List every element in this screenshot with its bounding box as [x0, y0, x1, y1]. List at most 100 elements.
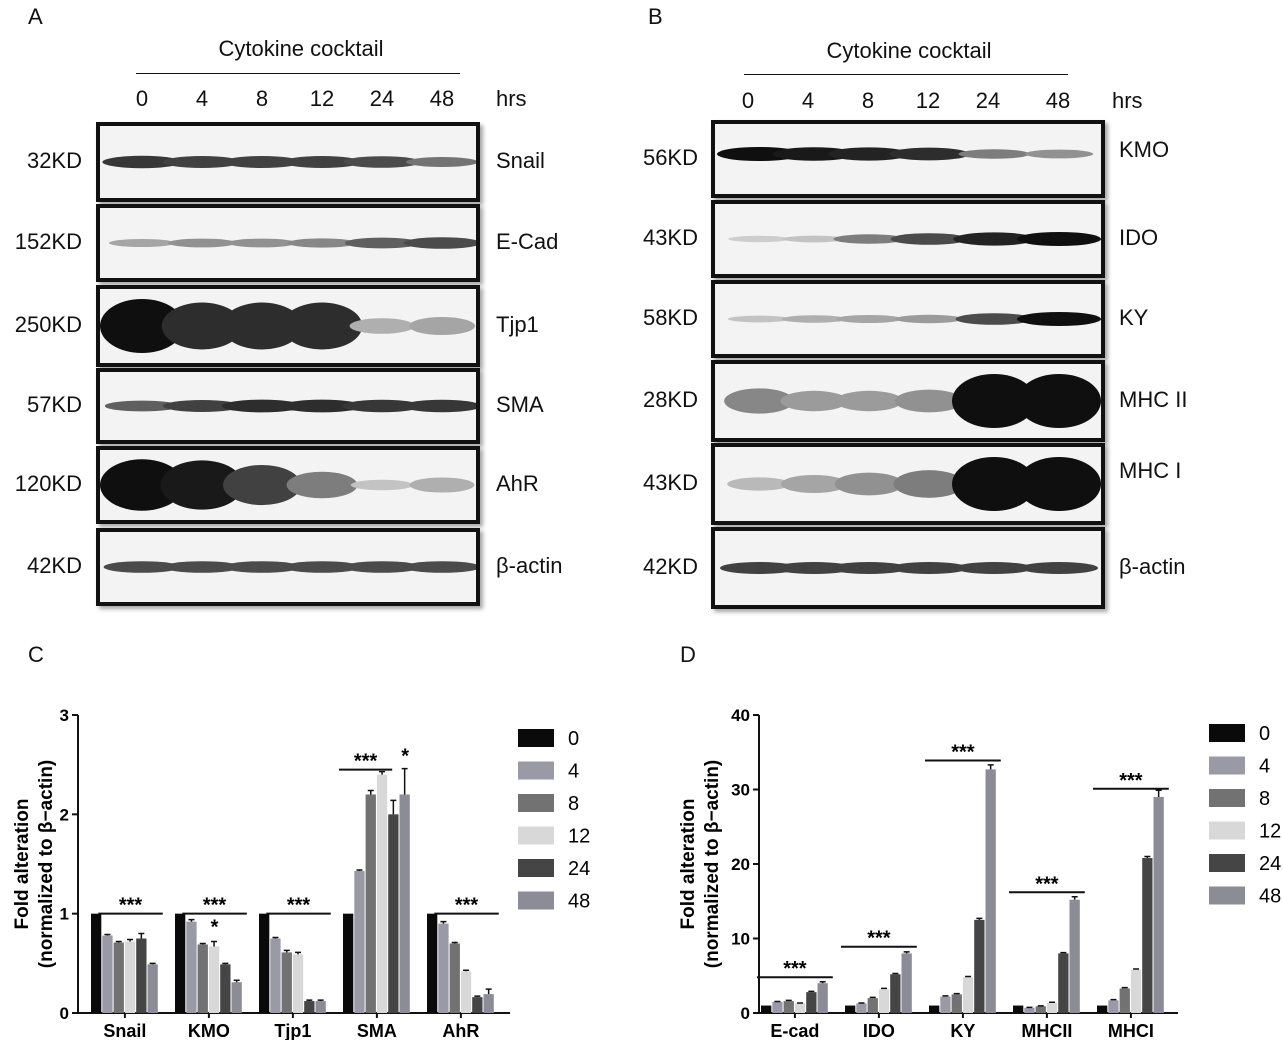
legend-label: 48: [568, 891, 590, 913]
error-bar: [965, 976, 971, 977]
error-bar: [188, 920, 194, 922]
bar-Snail-48: [148, 964, 158, 1013]
error-bar: [150, 963, 156, 964]
blot-b-band-3-5: [1017, 374, 1101, 428]
legend-label: 8: [568, 793, 579, 815]
bar-AhR-48: [484, 994, 494, 1013]
y-tick-label: 10: [731, 930, 750, 949]
bar-KY-12: [963, 977, 973, 1013]
blot-a-row-5: [96, 528, 480, 606]
blot-b-band-0-5: [1025, 150, 1093, 159]
error-bar: [127, 939, 133, 941]
legend-label: 24: [568, 858, 590, 880]
blot-b-protein-label: β-actin: [1119, 554, 1185, 580]
blot-a-kd-label: 152KD: [0, 229, 82, 255]
blot-b-timepoint-0: 0: [723, 88, 773, 114]
bar-KY-24: [974, 920, 984, 1013]
legend-label: 12: [568, 826, 590, 848]
blot-b-kd-label: 43KD: [598, 470, 698, 496]
blot-b-band-4-2: [835, 473, 903, 496]
bar-KMO-48: [232, 982, 242, 1013]
bar-MHCII-24: [1058, 953, 1068, 1013]
error-bar: [904, 952, 910, 953]
y-axis-label-line1: Fold alteration: [12, 799, 33, 930]
blot-b-band-2-3: [895, 315, 962, 323]
error-bar: [402, 769, 408, 795]
bar-SMA-0: [343, 914, 353, 1013]
significance-mark: ***: [119, 895, 143, 917]
y-axis-label-line2: (normalized to β−actin): [702, 760, 723, 968]
significance-mark: ***: [867, 928, 891, 950]
y-tick-label: 0: [741, 1004, 750, 1023]
bar-KMO-24: [220, 964, 230, 1013]
blot-a-band-4-5: [410, 477, 475, 492]
blot-a-row-0: [96, 122, 480, 202]
bar-KMO-8: [198, 944, 208, 1013]
bar-IDO-0: [845, 1006, 855, 1013]
bar-KY-8: [952, 994, 962, 1013]
blot-b-header-line: [744, 74, 1068, 75]
blot-a-protein-label: β-actin: [496, 553, 562, 579]
blot-a-band-2-4: [350, 318, 415, 334]
bar-MHCII-48: [1070, 900, 1080, 1013]
bar-KMO-0: [175, 914, 185, 1013]
bar-Snail-4: [102, 936, 112, 1013]
blot-a-band-2-5: [409, 317, 475, 335]
blot-b-protein-label: MHC II: [1119, 387, 1187, 413]
bar-MHCII-4: [1024, 1008, 1034, 1013]
legend-label: 0: [568, 728, 579, 750]
significance-mark: ***: [783, 958, 807, 980]
y-axis-label-line2: (normalized to β−actin): [36, 760, 57, 968]
blot-a-row-4: [96, 446, 480, 524]
bar-Snail-12: [125, 941, 135, 1013]
blot-b-kd-label: 58KD: [598, 305, 698, 331]
bar-MHCI-0: [1097, 1006, 1107, 1013]
significance-mark: ***: [1035, 873, 1059, 895]
error-bar: [1122, 988, 1128, 989]
bar-KMO-12: [209, 946, 219, 1013]
bar-Tjp1-4: [270, 939, 280, 1014]
blot-b-band-2-5: [1017, 312, 1101, 326]
bar-MHCI-12: [1131, 970, 1141, 1013]
bar-KMO-4: [186, 922, 196, 1013]
blot-b-row-1: [711, 200, 1105, 278]
bar-AhR-4: [438, 924, 448, 1013]
bar-Tjp1-8: [282, 952, 292, 1013]
bar-AhR-8: [450, 943, 460, 1013]
legend-swatch: [518, 859, 554, 877]
bar-Tjp1-12: [293, 954, 303, 1013]
bar-IDO-12: [879, 989, 889, 1013]
blot-a-header-title: Cytokine cocktail: [136, 36, 466, 62]
blot-a-timepoint-0: 0: [117, 86, 167, 112]
blot-a-band-1-5: [404, 237, 476, 249]
legend-label: 24: [1259, 853, 1281, 875]
blot-b-kd-label: 42KD: [598, 554, 698, 580]
blot-a-row-1: [96, 204, 480, 282]
blot-a-protein-label: Tjp1: [496, 312, 539, 338]
blot-a-band-4-4: [351, 480, 413, 491]
blot-b-hrs-label: hrs: [1112, 88, 1143, 114]
error-bar: [234, 980, 240, 982]
blot-b-timepoint-8: 8: [843, 88, 893, 114]
blot-b-protein-label: IDO: [1119, 225, 1158, 251]
blot-a-band-5-5: [404, 561, 476, 573]
blot-a-kd-label: 120KD: [0, 471, 82, 497]
significance-mark: *: [211, 917, 219, 939]
bar-Snail-0: [91, 914, 101, 1013]
blot-b-kd-label: 28KD: [598, 387, 698, 413]
legend-label: 8: [1259, 788, 1270, 810]
bar-MHCI-4: [1108, 1000, 1118, 1013]
error-bar: [440, 922, 446, 924]
legend-label: 4: [568, 761, 579, 783]
error-bar: [881, 988, 887, 989]
blot-b-protein-label: KY: [1119, 305, 1148, 331]
legend-swatch: [518, 794, 554, 812]
significance-mark: ***: [1119, 770, 1143, 792]
legend-swatch: [518, 892, 554, 910]
blot-a-timepoint-12: 12: [297, 86, 347, 112]
error-bar: [211, 941, 217, 946]
error-bar: [463, 970, 469, 971]
bar-AhR-12: [461, 971, 471, 1013]
bar-IDO-48: [902, 953, 912, 1013]
